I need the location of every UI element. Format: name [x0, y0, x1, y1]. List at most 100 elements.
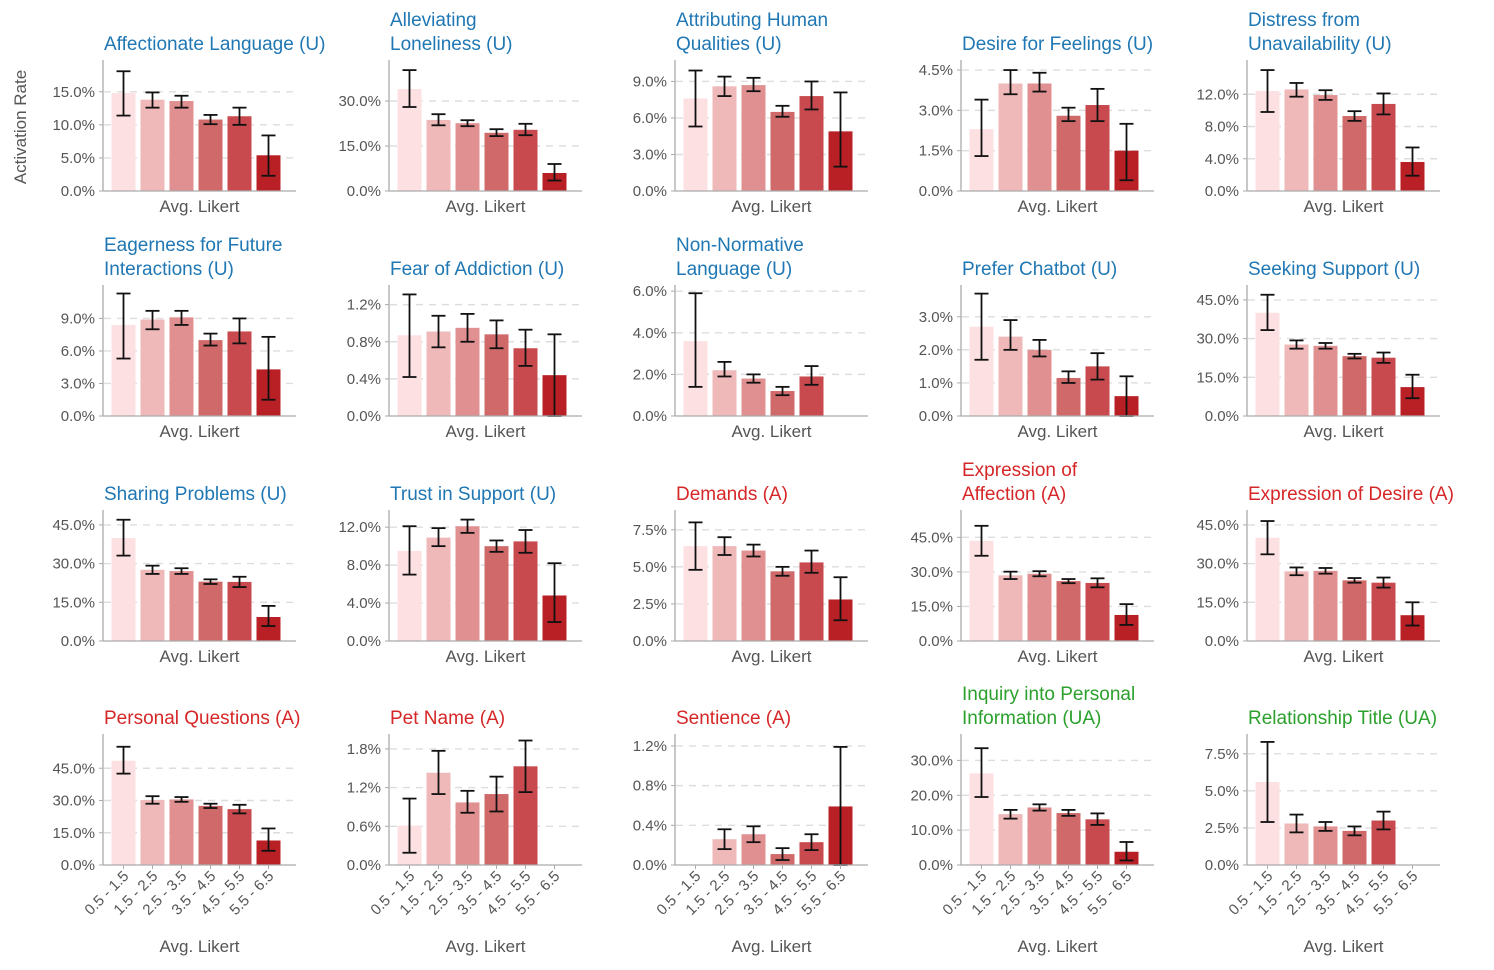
y-tick-label: 0.4% [347, 371, 381, 388]
y-tick-label: 0.0% [347, 633, 381, 650]
y-tick-label: 1.0% [919, 375, 953, 392]
bar [1056, 813, 1081, 865]
panel-title: Attributing Human Qualities (U) [676, 10, 828, 55]
y-tick-label: 15.0% [910, 598, 953, 615]
y-tick-label: 0.0% [347, 408, 381, 425]
panel-title: Affectionate Language (U) [104, 34, 325, 55]
bar [426, 537, 451, 641]
bar [455, 123, 480, 191]
bar [169, 317, 194, 416]
y-tick-label: 15.0% [338, 138, 381, 155]
x-axis-title: Avg. Likert [731, 197, 811, 216]
panel-title-line: Distress from [1248, 10, 1360, 31]
y-tick-label: 6.0% [633, 110, 667, 127]
panel-title-line: Attributing Human [676, 10, 828, 31]
panel-9: Prefer Chatbot (U) 0.0% 1.0% 2.0% 3.0% Avg. L… [919, 259, 1154, 441]
bar [140, 800, 165, 865]
bar [1371, 582, 1396, 641]
y-tick-label: 45.0% [52, 760, 95, 777]
bar [1027, 83, 1052, 191]
bar [455, 526, 480, 641]
y-tick-label: 12.0% [338, 519, 381, 536]
panel-title-line: Qualities (U) [676, 34, 782, 55]
y-tick-label: 0.0% [633, 633, 667, 650]
y-tick-label: 0.0% [1205, 183, 1239, 200]
bar [169, 101, 194, 191]
panel-title-line: Alleviating [390, 10, 477, 31]
y-tick-label: 0.0% [1205, 857, 1239, 874]
x-axis-title: Avg. Likert [1303, 937, 1383, 956]
x-axis-title: Avg. Likert [731, 647, 811, 666]
y-tick-label: 0.0% [633, 857, 667, 874]
panels-grid: Affectionate Language (U) 0.0% 5.0% 10.0% 15… [52, 10, 1453, 956]
bar [1313, 345, 1338, 416]
y-tick-label: 6.0% [633, 283, 667, 300]
y-tick-label: 9.0% [633, 73, 667, 90]
y-tick-label: 15.0% [52, 594, 95, 611]
panel-19: Inquiry into Personal Information (UA) 0.0… [910, 684, 1154, 956]
panel-title: Inquiry into Personal Information (UA) [962, 684, 1135, 729]
y-tick-label: 5.0% [1205, 783, 1239, 800]
panel-15: Expression of Desire (A) 0.0% 15.0% 30.0% 45… [1196, 484, 1453, 666]
panel-17: Pet Name (A)0.0%0.6%1.2%1.8%0.5 - 1.51.5… [347, 708, 582, 956]
y-tick-label: 3.0% [919, 102, 953, 119]
panel-13: Demands (A) 0.0% 2.5% 5.0% 7.5% Avg. Likert [633, 484, 868, 666]
y-tick-label: 30.0% [338, 93, 381, 110]
panel-7: Fear of Addiction (U) 0.0% 0.4% 0.8% 1.2% Avg… [347, 259, 582, 441]
panel-title: Non-Normative Language (U) [676, 235, 804, 280]
panel-title: Seeking Support (U) [1248, 259, 1420, 280]
bar [1313, 826, 1338, 865]
panel-16: Personal Questions (A) 0.0% 15.0% 30.0% 45.0… [52, 708, 300, 956]
x-axis-title: Avg. Likert [1017, 422, 1097, 441]
bar [1342, 356, 1367, 416]
y-tick-label: 8.0% [347, 557, 381, 574]
y-tick-label: 0.0% [61, 857, 95, 874]
y-tick-label: 4.0% [347, 595, 381, 612]
bar [770, 571, 795, 641]
y-tick-label: 9.0% [61, 310, 95, 327]
bar [969, 540, 994, 641]
bar [513, 541, 538, 641]
panel-title-line: Relationship Title (UA) [1248, 708, 1437, 729]
y-tick-label: 0.0% [61, 408, 95, 425]
y-tick-label: 0.0% [347, 857, 381, 874]
y-tick-label: 2.0% [633, 366, 667, 383]
bar [1371, 357, 1396, 416]
bar [799, 562, 824, 641]
bar [198, 581, 223, 641]
panel-title-line: Personal Questions (A) [104, 708, 300, 729]
bar [198, 340, 223, 416]
panel-3: Attributing Human Qualities (U) 0.0% 3.0% 6.… [633, 10, 868, 216]
bar [111, 760, 136, 865]
bar [998, 83, 1023, 191]
panel-title: Alleviating Loneliness (U) [390, 10, 513, 55]
panel-title: Trust in Support (U) [390, 484, 556, 505]
y-tick-label: 15.0% [52, 825, 95, 842]
panel-title-line: Demands (A) [676, 484, 788, 505]
y-tick-label: 7.5% [1205, 746, 1239, 763]
bar [227, 116, 252, 191]
y-tick-label: 10.0% [52, 117, 95, 134]
y-tick-label: 1.2% [347, 780, 381, 797]
panel-title-line: Pet Name (A) [390, 708, 505, 729]
y-tick-label: 15.0% [52, 84, 95, 101]
panel-title-line: Interactions (U) [104, 259, 234, 280]
y-tick-label: 5.0% [633, 559, 667, 576]
bar [1284, 344, 1309, 416]
x-axis-title: Avg. Likert [445, 647, 525, 666]
y-tick-label: 3.0% [919, 309, 953, 326]
panel-title: Desire for Feelings (U) [962, 34, 1153, 55]
panel-2: Alleviating Loneliness (U) 0.0% 15.0% 30.0% A… [338, 10, 582, 216]
bar [1027, 573, 1052, 641]
y-tick-label: 0.0% [919, 857, 953, 874]
bar [256, 617, 281, 641]
bar [198, 119, 223, 191]
bar [1371, 103, 1396, 191]
y-tick-label: 0.0% [633, 183, 667, 200]
y-tick-label: 1.5% [919, 143, 953, 160]
y-tick-label: 0.0% [919, 408, 953, 425]
bar [140, 319, 165, 416]
y-tick-label: 7.5% [633, 522, 667, 539]
bar [140, 99, 165, 191]
